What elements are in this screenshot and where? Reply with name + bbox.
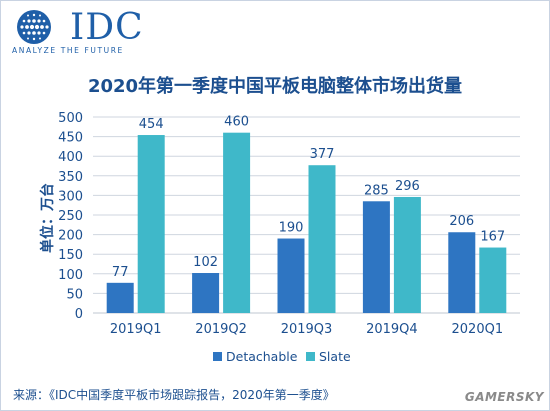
bar-detachable-2019q3 [277,238,305,313]
y-tick-label: 200 [58,229,83,244]
legend-label-slate: Slate [319,349,351,364]
bar-detachable-2019q2 [192,273,220,313]
legend-swatch-detachable [213,352,222,361]
y-tick-label: 300 [58,189,83,204]
data-labels: 77 454 102 460 190 377 285 296 206 167 [112,115,505,280]
bar-slate-2019q2 [223,132,251,313]
y-tick-label: 500 [58,111,83,126]
x-tick-label: 2020Q1 [452,322,504,337]
y-axis-label: 单位：万台 [39,183,56,253]
y-tick-label: 250 [58,209,83,224]
data-label: 167 [480,230,505,245]
data-label: 296 [395,179,420,194]
bar-detachable-2019q1 [106,282,134,313]
y-tick-label: 100 [58,268,83,283]
data-label: 377 [310,147,335,162]
logo-tagline: ANALYZE THE FUTURE [12,46,124,55]
bars [106,132,507,313]
y-tick-label: 400 [58,150,83,165]
data-label: 460 [224,115,249,130]
bar-detachable-2019q4 [362,201,390,313]
data-label: 285 [364,183,389,198]
data-label: 454 [139,117,164,132]
x-tick-label: 2019Q4 [366,322,418,337]
data-label: 102 [193,255,218,270]
bar-slate-2019q3 [308,165,336,313]
legend-swatch-slate [306,352,315,361]
y-tick-label: 150 [58,248,83,263]
x-tick-label: 2019Q2 [195,322,247,337]
bar-slate-2020q1 [479,247,507,313]
x-tick-label: 2019Q3 [281,322,333,337]
logo-wordmark: IDC [70,7,144,48]
idc-logo: IDC ANALYZE THE FUTURE [12,7,152,56]
bar-detachable-2020q1 [448,232,476,313]
y-tick-labels: 0 50 100 150 200 250 300 350 400 450 500 [58,111,83,322]
data-label: 206 [449,214,474,229]
data-label: 190 [279,221,304,236]
y-tick-label: 50 [66,287,83,302]
watermark: GAMERSKY [464,390,544,404]
globe-icon [17,10,51,44]
chart-title: 2020年第一季度中国平板电脑整体市场出货量 [87,76,463,97]
x-tick-labels: 2019Q1 2019Q2 2019Q3 2019Q4 2020Q1 [110,322,503,337]
data-label: 77 [112,265,129,280]
y-tick-label: 0 [75,307,83,322]
bar-slate-2019q1 [137,135,165,313]
source-note: 来源：《IDC中国季度平板市场跟踪报告，2020年第一季度》 [13,388,335,402]
y-tick-label: 350 [58,170,83,185]
legend-label-detachable: Detachable [226,349,298,364]
y-tick-label: 450 [58,131,83,146]
bar-slate-2019q4 [393,196,421,313]
x-tick-label: 2019Q1 [110,322,162,337]
legend: Detachable Slate [213,349,351,364]
